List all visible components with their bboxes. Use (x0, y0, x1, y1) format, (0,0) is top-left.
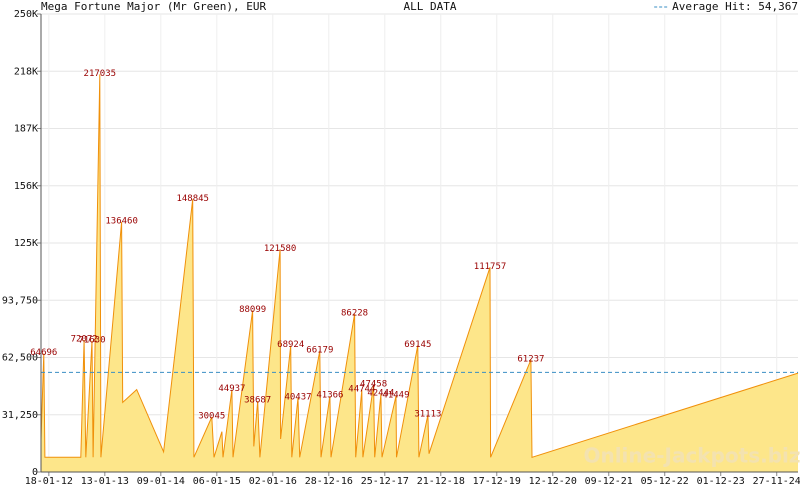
chart-title: Mega Fortune Major (Mr Green), EUR (41, 0, 267, 13)
area-line (40, 74, 799, 458)
y-tick-label: 156K (14, 181, 38, 192)
value-label: 61237 (517, 354, 544, 364)
value-label: 148845 (176, 194, 209, 204)
value-label: 31113 (414, 410, 441, 420)
value-label: 136460 (105, 217, 138, 227)
y-tick-label: 31,250 (2, 410, 38, 421)
value-label: 111757 (474, 262, 507, 272)
x-tick-label: 25-12-17 (361, 476, 409, 487)
x-tick-label: 09-12-21 (585, 476, 633, 487)
x-tick-label: 12-12-20 (529, 476, 577, 487)
x-tick-label: 02-01-16 (249, 476, 297, 487)
chart-subtitle: ALL DATA (404, 0, 457, 13)
x-tick-label: 27-11-24 (753, 476, 800, 487)
x-tick-label: 21-12-18 (417, 476, 465, 487)
legend-label: Average Hit: 54,367 (672, 0, 798, 13)
value-label: 217035 (84, 69, 117, 79)
x-tick-label: 06-01-15 (193, 476, 241, 487)
x-tick-label: 18-01-12 (25, 476, 73, 487)
grid: 0 31,250 62,500 93,750 125K 156K 187K 218K 250K 1… (2, 9, 800, 487)
value-label: 69145 (404, 340, 431, 350)
value-label: 38687 (244, 396, 271, 406)
x-tick-label: 28-12-16 (305, 476, 353, 487)
x-tick-label: 13-01-13 (81, 476, 129, 487)
value-label: 121580 (264, 244, 297, 254)
value-label: 68924 (277, 340, 304, 350)
y-tick-label: 250K (14, 9, 38, 20)
x-tick-label: 05-12-22 (641, 476, 689, 487)
value-label: 71630 (78, 335, 105, 345)
value-label: 88099 (239, 305, 266, 315)
x-tick-label: 01-12-23 (697, 476, 745, 487)
x-tick-label: 17-12-19 (473, 476, 521, 487)
value-label: 72072 (71, 334, 98, 344)
x-tick-label: 09-01-14 (137, 476, 185, 487)
y-tick-label: 187K (14, 124, 38, 135)
y-tick-label: 93,750 (2, 295, 38, 306)
value-label: 64696 (30, 348, 57, 358)
value-label: 40437 (284, 392, 311, 402)
value-label: 44744 (348, 385, 375, 395)
value-label: 86228 (341, 309, 368, 319)
value-label: 41366 (316, 391, 343, 401)
y-tick-label: 218K (14, 66, 38, 77)
value-label: 42444 (367, 389, 394, 399)
value-label: 47458 (360, 380, 387, 390)
value-label: 66179 (306, 345, 333, 355)
y-tick-label: 62,500 (2, 353, 38, 364)
area-fill (41, 74, 798, 473)
plot (40, 74, 799, 473)
value-label: 44937 (218, 384, 245, 394)
value-label: 30045 (198, 411, 225, 421)
y-tick-label: 125K (14, 238, 38, 249)
value-label: 41449 (382, 391, 409, 401)
y-tick-label: 0 (32, 467, 38, 478)
watermark: Online-Jackpots.biz (583, 444, 800, 468)
